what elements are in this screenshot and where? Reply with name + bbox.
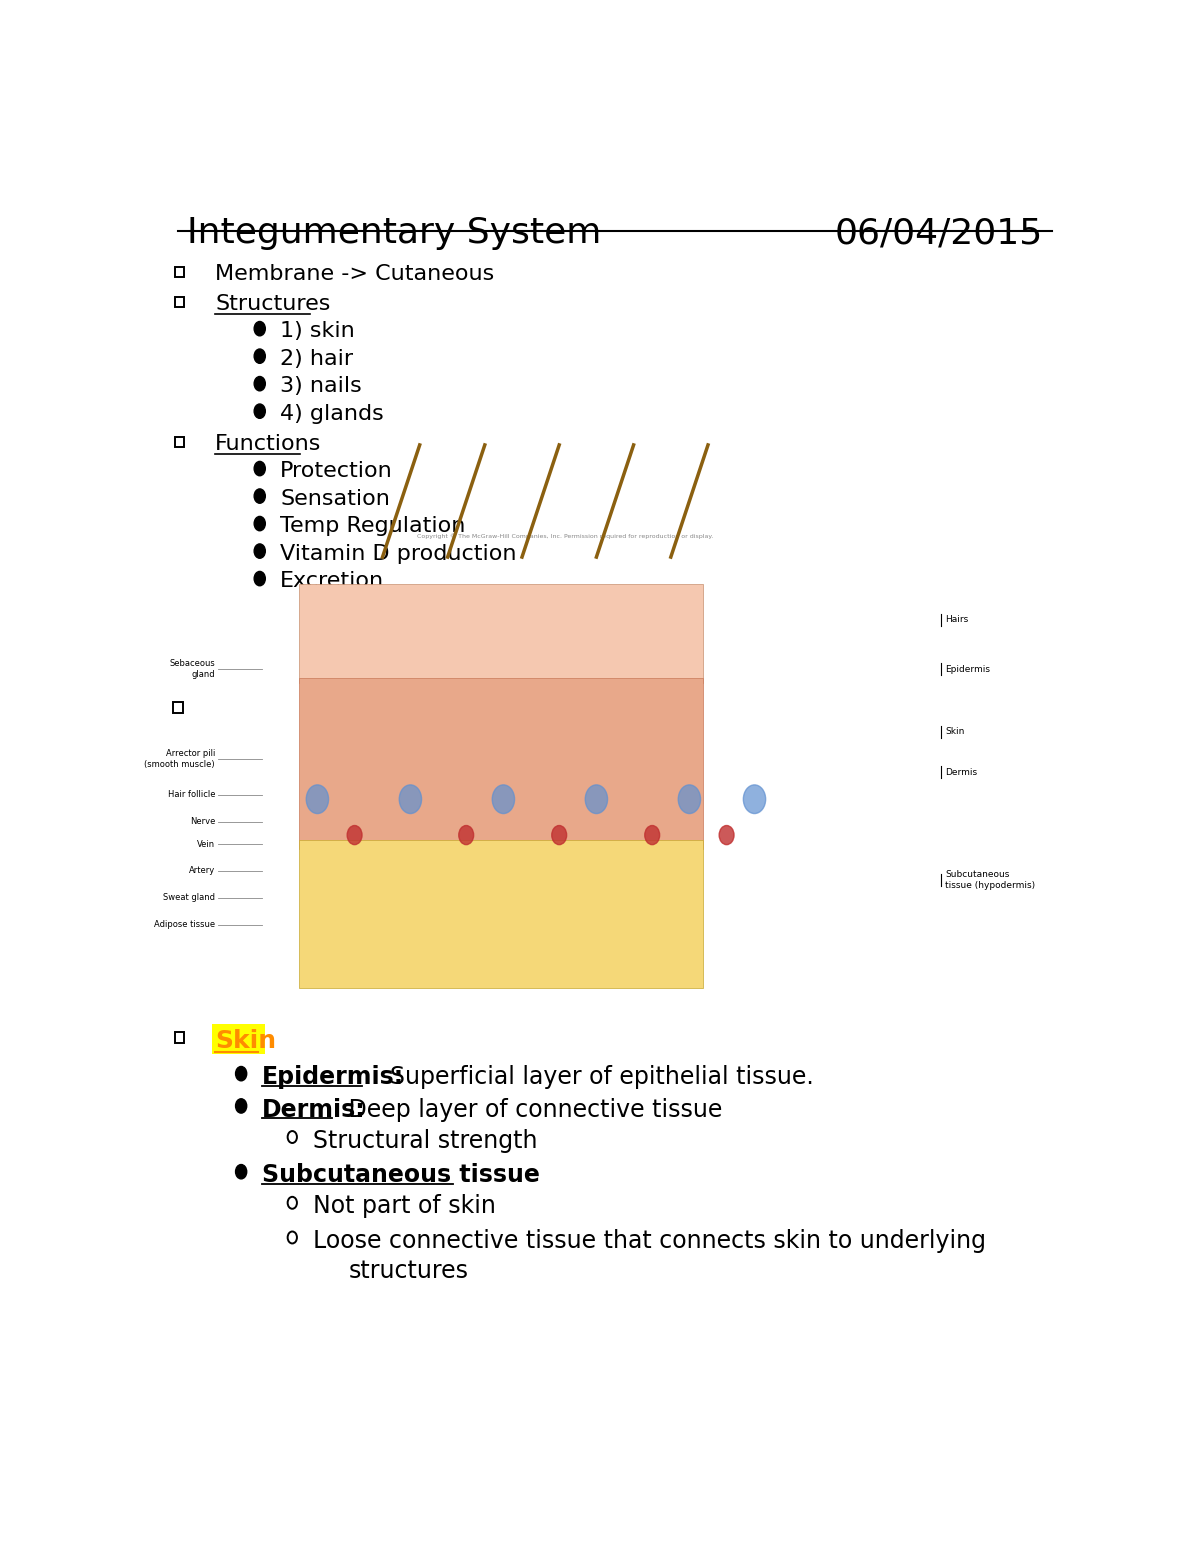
Text: Hairs: Hairs (946, 615, 968, 624)
Text: Epidermis:: Epidermis: (262, 1065, 403, 1089)
Text: Structural strength: Structural strength (313, 1129, 538, 1152)
Text: structures: structures (349, 1259, 469, 1283)
Text: Excretion: Excretion (281, 572, 384, 592)
Circle shape (235, 1100, 247, 1114)
Text: 4) glands: 4) glands (281, 404, 384, 424)
Text: Protection: Protection (281, 461, 392, 481)
Text: Membrane -> Cutaneous: Membrane -> Cutaneous (215, 264, 494, 284)
Text: Temp Regulation: Temp Regulation (281, 517, 466, 536)
Circle shape (743, 784, 766, 814)
Text: Copyright © The McGraw-Hill Companies, Inc. Permission required for reproduction: Copyright © The McGraw-Hill Companies, I… (418, 534, 714, 539)
Text: Sensation: Sensation (281, 489, 390, 509)
Text: Vein: Vein (197, 840, 215, 848)
Text: 06/04/2015: 06/04/2015 (834, 216, 1043, 250)
Text: Loose connective tissue that connects skin to underlying: Loose connective tissue that connects sk… (313, 1228, 985, 1253)
Text: Dermis:: Dermis: (262, 1098, 365, 1121)
Text: Arrector pili
(smooth muscle): Arrector pili (smooth muscle) (144, 749, 215, 769)
Text: Not part of skin: Not part of skin (313, 1194, 496, 1219)
FancyBboxPatch shape (299, 840, 703, 988)
Text: Subcutaneous
tissue (hypodermis): Subcutaneous tissue (hypodermis) (946, 870, 1036, 890)
Circle shape (235, 1067, 247, 1081)
Circle shape (254, 572, 265, 585)
Text: Hair follicle: Hair follicle (168, 790, 215, 800)
Text: Dermis: Dermis (946, 767, 977, 776)
Circle shape (586, 784, 607, 814)
Circle shape (288, 1232, 296, 1244)
Circle shape (254, 544, 265, 558)
Text: Subcutaneous tissue: Subcutaneous tissue (262, 1163, 540, 1188)
Circle shape (719, 826, 734, 845)
FancyBboxPatch shape (299, 584, 703, 683)
Text: Deep layer of connective tissue: Deep layer of connective tissue (341, 1098, 722, 1121)
Bar (242, 558, 941, 1005)
Text: 2) hair: 2) hair (281, 349, 353, 370)
Text: 3) nails: 3) nails (281, 376, 362, 396)
Circle shape (235, 1165, 247, 1179)
Text: Skin: Skin (215, 1030, 276, 1053)
Text: Vitamin D production: Vitamin D production (281, 544, 517, 564)
Circle shape (254, 517, 265, 531)
Text: Superficial layer of epithelial tissue.: Superficial layer of epithelial tissue. (376, 1065, 814, 1089)
Bar (212, 1023, 265, 1053)
Circle shape (678, 784, 701, 814)
FancyBboxPatch shape (299, 679, 703, 848)
Circle shape (552, 826, 566, 845)
Bar (173, 702, 182, 713)
Text: Artery: Artery (188, 867, 215, 876)
Circle shape (400, 784, 421, 814)
Circle shape (306, 784, 329, 814)
Circle shape (458, 826, 474, 845)
Bar (175, 297, 185, 307)
Text: 1) skin: 1) skin (281, 321, 355, 342)
Circle shape (347, 826, 362, 845)
Text: Sweat gland: Sweat gland (163, 893, 215, 902)
Circle shape (254, 321, 265, 335)
Text: Nerve: Nerve (190, 817, 215, 826)
Circle shape (254, 489, 265, 503)
Circle shape (644, 826, 660, 845)
Text: Integumentary System: Integumentary System (187, 216, 601, 250)
Text: Structures: Structures (215, 294, 330, 314)
Circle shape (254, 461, 265, 475)
Circle shape (288, 1131, 296, 1143)
Circle shape (288, 1197, 296, 1208)
Bar (175, 1033, 185, 1042)
Circle shape (254, 349, 265, 363)
Text: Sebaceous
gland: Sebaceous gland (169, 660, 215, 679)
Circle shape (254, 404, 265, 418)
Text: Skin: Skin (946, 727, 965, 736)
Circle shape (492, 784, 515, 814)
Text: Epidermis: Epidermis (946, 665, 990, 674)
Bar (175, 436, 185, 447)
Text: Adipose tissue: Adipose tissue (154, 921, 215, 929)
Circle shape (254, 376, 265, 391)
Bar (175, 267, 185, 278)
Text: Functions: Functions (215, 433, 322, 453)
